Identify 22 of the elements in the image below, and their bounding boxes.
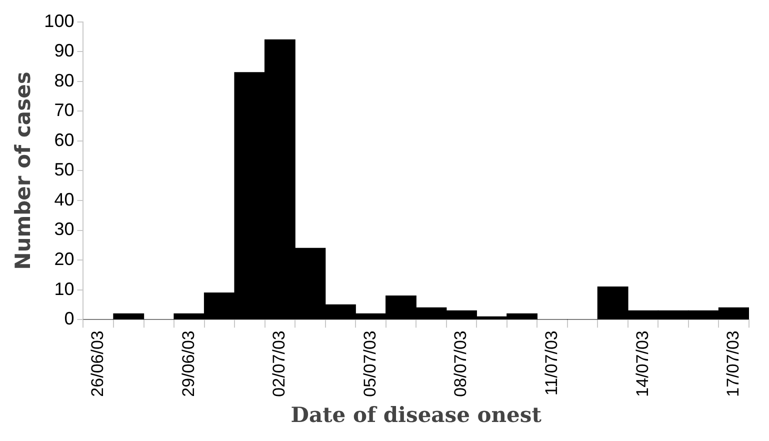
y-tick-label: 60 [54, 130, 74, 150]
y-tick-label: 10 [54, 278, 74, 299]
x-tick-label: 26/06/03 [88, 330, 108, 397]
x-tick-label: 05/07/03 [360, 330, 380, 397]
x-tick-label: 08/07/03 [451, 330, 470, 397]
x-tick-label: 14/07/03 [632, 330, 652, 397]
y-tick-label: 70 [54, 100, 74, 120]
y-tick-label: 40 [54, 189, 74, 210]
x-axis-title: Date of disease onest [290, 402, 542, 427]
y-tick-label: 90 [54, 40, 74, 61]
x-tick-label: 11/07/03 [542, 330, 561, 396]
y-tick-label: 20 [54, 249, 74, 270]
bar [113, 313, 144, 320]
x-tick-label: 17/07/03 [724, 330, 743, 397]
y-tick-label: 80 [54, 70, 74, 90]
y-axis-title: Number of cases [11, 72, 36, 270]
x-tick-label: 29/06/03 [178, 330, 198, 397]
y-tick-label: 0 [64, 308, 74, 329]
x-tick-label: 02/07/03 [270, 330, 289, 397]
y-tick-label: 50 [54, 160, 74, 180]
y-tick-label: 100 [44, 10, 74, 31]
y-tick-label: 30 [54, 219, 74, 240]
